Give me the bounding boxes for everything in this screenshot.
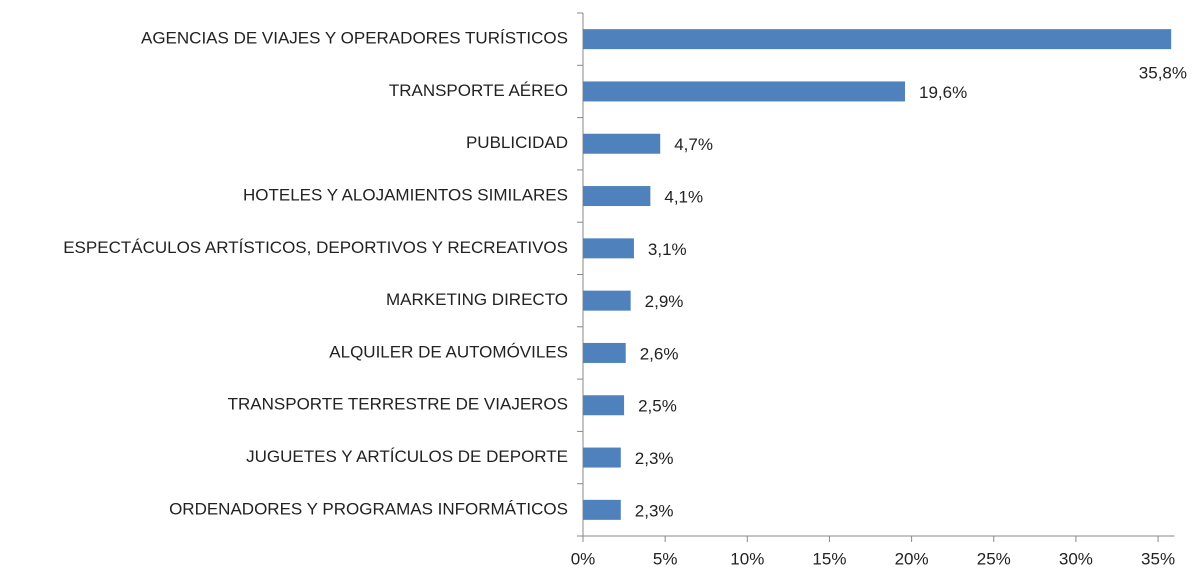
x-tick-label: 5% <box>653 549 678 568</box>
y-tick-label: PUBLICIDAD <box>466 133 568 152</box>
bar <box>583 133 661 154</box>
y-tick-label: TRANSPORTE AÉREO <box>389 81 568 100</box>
y-tick-label: ESPECTÁCULOS ARTÍSTICOS, DEPORTIVOS Y RE… <box>63 238 568 257</box>
value-label: 35,8% <box>1139 64 1187 83</box>
value-label: 3,1% <box>648 240 687 259</box>
y-tick-label: ALQUILER DE AUTOMÓVILES <box>329 342 568 361</box>
bar <box>583 342 626 363</box>
value-label: 2,9% <box>645 292 684 311</box>
value-label: 2,6% <box>640 344 679 363</box>
value-label: 4,7% <box>674 135 713 154</box>
y-tick-label: HOTELES Y ALOJAMIENTOS SIMILARES <box>243 186 568 205</box>
y-tick-label: TRANSPORTE TERRESTRE DE VIAJEROS <box>228 395 568 414</box>
value-label: 2,3% <box>635 501 674 520</box>
bar <box>583 499 621 520</box>
value-label: 2,3% <box>635 449 674 468</box>
x-tick-label: 15% <box>812 549 846 568</box>
bar <box>583 290 631 311</box>
x-tick-label: 10% <box>730 549 764 568</box>
value-label: 4,1% <box>664 188 703 207</box>
bar <box>583 447 621 468</box>
bar <box>583 395 625 416</box>
y-tick-label: ORDENADORES Y PROGRAMAS INFORMÁTICOS <box>169 499 568 518</box>
y-tick-label: AGENCIAS DE VIAJES Y OPERADORES TURÍSTIC… <box>141 29 568 48</box>
value-label: 19,6% <box>919 83 967 102</box>
x-tick-label: 35% <box>1141 549 1175 568</box>
bar <box>583 29 1172 50</box>
y-tick-label: MARKETING DIRECTO <box>386 290 568 309</box>
bar <box>583 81 906 102</box>
y-tick-label: JUGUETES Y ARTÍCULOS DE DEPORTE <box>246 447 568 466</box>
bar <box>583 186 651 207</box>
x-tick-label: 20% <box>895 549 929 568</box>
x-tick-label: 0% <box>571 549 596 568</box>
value-label: 2,5% <box>638 397 677 416</box>
x-tick-label: 30% <box>1059 549 1093 568</box>
x-tick-label: 25% <box>977 549 1011 568</box>
bar <box>583 238 634 259</box>
